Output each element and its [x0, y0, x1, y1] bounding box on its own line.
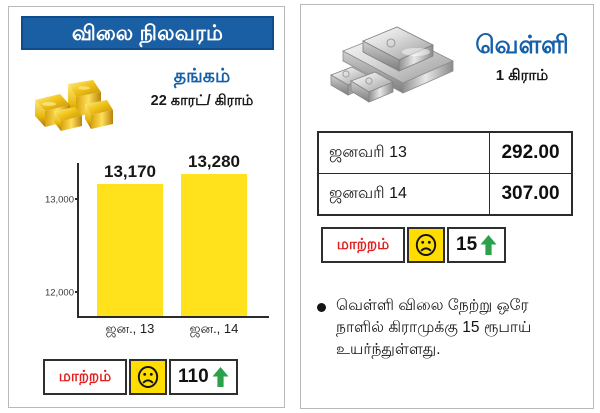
silver-change-indicator: மாற்றம் 15 — [321, 227, 507, 263]
silver-change-face-cell — [407, 227, 445, 263]
gold-heading-row: தங்கம் 22 காரட்/ கிராம் — [19, 65, 277, 141]
silver-change-label: மாற்றம் — [336, 235, 390, 253]
chart-y-tick-mark — [75, 197, 79, 200]
gold-metal-name: தங்கம் — [173, 66, 231, 87]
table-row: ஜனவரி 14 307.00 — [317, 173, 573, 216]
sad-face-icon — [137, 366, 159, 388]
bullet-icon — [317, 303, 326, 312]
chart-bar-value-label: 13,280 — [188, 152, 240, 171]
chart-x-tick-label: ஜன., 13 — [105, 321, 155, 336]
gold-change-value-cell: 110 — [169, 359, 238, 395]
gold-price-bar-chart: 13,000 12,000 13,170 ஜன., 13 13,280 ஜன., 14 — [19, 147, 277, 342]
silver-price-cell: 292.00 — [489, 131, 573, 174]
gold-change-indicator: மாற்றம் 110 — [43, 359, 238, 395]
chart-y-tick-mark — [75, 290, 79, 293]
silver-price-table: ஜனவரி 13 292.00 ஜனவரி 14 307.00 — [317, 131, 573, 216]
silver-heading-row: வெள்ளி 1 கிராம் — [307, 11, 589, 115]
chart-y-tick-label: 13,000 — [44, 194, 74, 206]
chart-y-tick-label: 12,000 — [44, 287, 74, 299]
panel-header-bar: விலை நிலவரம் — [21, 16, 274, 50]
gold-change-label-cell: மாற்றம் — [43, 359, 127, 395]
gold-price-panel: விலை நிலவரம் — [8, 6, 285, 408]
silver-note-text: வெள்ளி விலை நேற்று ஒரே நாளில் கிராமுக்கு… — [336, 297, 532, 358]
table-row: ஜனவரி 13 292.00 — [317, 131, 573, 174]
gold-bars-illustration — [35, 80, 113, 131]
up-arrow-icon — [212, 367, 229, 387]
silver-change-label-cell: மாற்றம் — [321, 227, 405, 263]
chart-bar: 13,280 ஜன., 14 — [181, 152, 247, 336]
silver-price-panel: வெள்ளி 1 கிராம் ஜனவரி 13 292.00 ஜனவரி 14 30… — [300, 4, 594, 409]
silver-change-value: 15 — [456, 234, 478, 255]
silver-price-cell: 307.00 — [489, 173, 573, 216]
chart-bar: 13,170 ஜன., 13 — [97, 162, 163, 336]
silver-date-cell: ஜனவரி 13 — [317, 131, 490, 174]
silver-bars-illustration — [330, 26, 454, 103]
gold-change-label: மாற்றம் — [58, 367, 112, 385]
up-arrow-icon — [480, 235, 497, 255]
silver-metal-name: வெள்ளி — [475, 31, 569, 59]
chart-bar-value-label: 13,170 — [104, 162, 156, 182]
page-title: விலை நிலவரம் — [71, 21, 224, 45]
gold-metal-spec: 22 காரட்/ கிராம் — [150, 93, 254, 109]
gold-change-value: 110 — [178, 366, 209, 387]
sad-face-icon — [415, 234, 437, 256]
silver-metal-spec: 1 கிராம் — [495, 67, 549, 84]
silver-note: வெள்ளி விலை நேற்று ஒரே நாளில் கிராமுக்கு… — [317, 295, 579, 361]
silver-date-cell: ஜனவரி 14 — [317, 173, 490, 216]
silver-change-value-cell: 15 — [447, 227, 507, 263]
chart-plot-area: 13,000 12,000 13,170 ஜன., 13 13,280 ஜன., 14 — [45, 152, 269, 336]
gold-change-face-cell — [129, 359, 167, 395]
chart-x-tick-label: ஜன., 14 — [189, 321, 239, 336]
